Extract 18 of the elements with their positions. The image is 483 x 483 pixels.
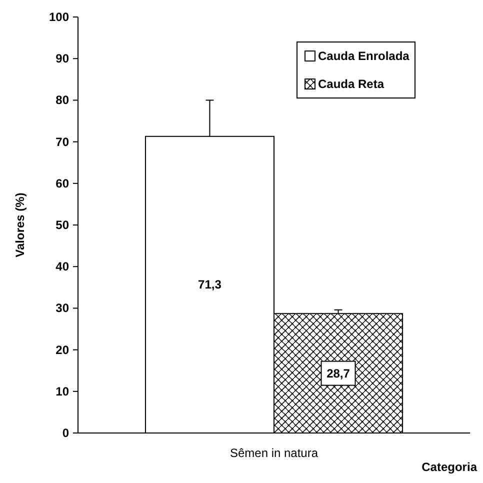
y-tick-label: 60 [56, 176, 70, 190]
y-axis-title: Valores (%) [13, 192, 27, 258]
y-tick-label: 80 [56, 93, 70, 108]
data-label: 71,3 [198, 278, 222, 292]
y-tick-label: 20 [56, 342, 70, 357]
y-tick-label: 10 [56, 384, 70, 398]
data-label: 28,7 [326, 366, 350, 380]
y-tick-label: 100 [48, 10, 70, 24]
x-axis-title: Categoria [422, 460, 478, 474]
y-tick-label: 30 [56, 301, 70, 316]
y-tick-label: 50 [56, 218, 70, 232]
y-tick-label: 0 [62, 426, 70, 440]
legend-label: Cauda Reta [318, 77, 384, 91]
legend-label: Cauda Enrolada [318, 49, 410, 63]
y-tick-label: 40 [56, 260, 70, 274]
y-tick-label: 90 [56, 52, 70, 66]
x-tick-label: Sêmen in natura [230, 446, 318, 460]
y-tick-label: 70 [56, 134, 70, 149]
